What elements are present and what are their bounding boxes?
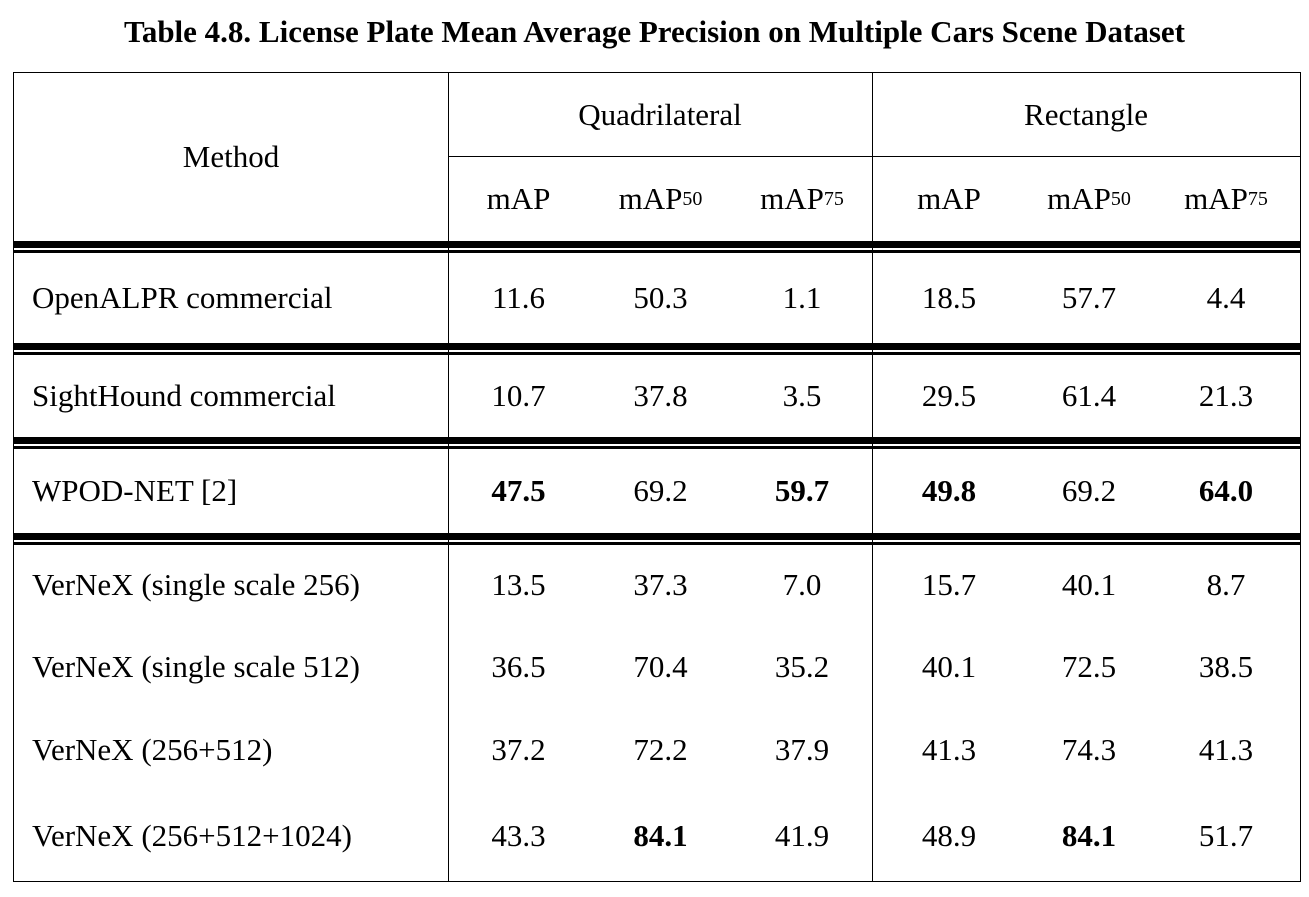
metric-name: mAP [760,181,824,216]
value-cell: 21.3 [1198,378,1254,413]
value-cell: 84.1 [1061,818,1117,853]
table-caption: Table 4.8. License Plate Mean Average Pr… [123,14,1186,49]
metric-header: mAP 50 [1026,157,1152,241]
value-cell: 61.4 [1061,378,1117,413]
results-table: Method Quadrilateral Rectangle mAP mAP 50 m… [13,72,1301,882]
value-cell: 70.4 [633,648,688,684]
value-cell: 57.7 [1061,280,1117,315]
value-cell: 37.9 [774,731,830,767]
method-cell: OpenALPR commercial [32,280,333,315]
metric-name: mAP [618,181,683,216]
method-header: Method [182,139,280,174]
value-cell: 37.3 [633,567,688,602]
metric-header: mAP 75 [1152,157,1300,241]
value-cell: 38.5 [1198,648,1254,684]
value-cell: 59.7 [774,473,830,508]
metric-name: mAP [1047,181,1111,216]
metric-header: mAP 50 [589,157,732,241]
value-cell: 10.7 [491,378,546,413]
value-cell: 41.3 [1198,731,1254,767]
value-cell: 29.5 [921,378,977,413]
value-cell: 4.4 [1206,280,1246,315]
method-cell: VerNeX (256+512+1024) [32,818,352,853]
value-cell: 69.2 [1061,473,1117,508]
value-cell: 64.0 [1198,473,1254,508]
metric-name: mAP [917,181,981,216]
metric-name: mAP [486,181,551,216]
metric-subscript: 75 [823,187,844,210]
method-cell: VerNeX (single scale 256) [32,567,360,602]
metric-header: mAP [448,157,589,241]
metric-subscript: 75 [1247,187,1268,210]
metric-header: mAP 75 [732,157,872,241]
value-cell: 72.5 [1061,648,1117,684]
metric-subscript: 50 [1110,187,1131,210]
value-cell: 11.6 [491,280,546,315]
metric-name: mAP [1184,181,1248,216]
method-cell: WPOD-NET [2] [32,473,238,508]
value-cell: 50.3 [633,280,688,315]
value-cell: 3.5 [782,378,822,413]
value-cell: 84.1 [633,818,688,853]
method-cell: VerNeX (single scale 512) [32,648,360,684]
value-cell: 13.5 [491,567,546,602]
value-cell: 7.0 [782,567,822,602]
value-cell: 37.8 [633,378,688,413]
value-cell: 47.5 [491,473,546,508]
value-cell: 49.8 [921,473,977,508]
value-cell: 41.9 [774,818,830,853]
value-cell: 1.1 [782,280,822,315]
value-cell: 43.3 [491,818,546,853]
value-cell: 69.2 [633,473,688,508]
value-cell: 8.7 [1206,567,1246,602]
value-cell: 36.5 [491,648,546,684]
metric-subscript: 50 [682,187,703,210]
group-header-rectangle: Rectangle [1024,97,1148,132]
method-cell: VerNeX (256+512) [32,731,273,767]
value-cell: 18.5 [921,280,977,315]
value-cell: 15.7 [921,567,977,602]
value-cell: 74.3 [1061,731,1117,767]
value-cell: 72.2 [633,731,688,767]
group-header-quadrilateral: Quadrilateral [578,97,742,132]
value-cell: 48.9 [921,818,977,853]
value-cell: 40.1 [921,648,977,684]
value-cell: 51.7 [1198,818,1254,853]
value-cell: 41.3 [921,731,977,767]
method-cell: SightHound commercial [32,378,336,413]
value-cell: 37.2 [491,731,546,767]
value-cell: 40.1 [1061,567,1117,602]
metric-header: mAP [872,157,1026,241]
value-cell: 35.2 [774,648,830,684]
